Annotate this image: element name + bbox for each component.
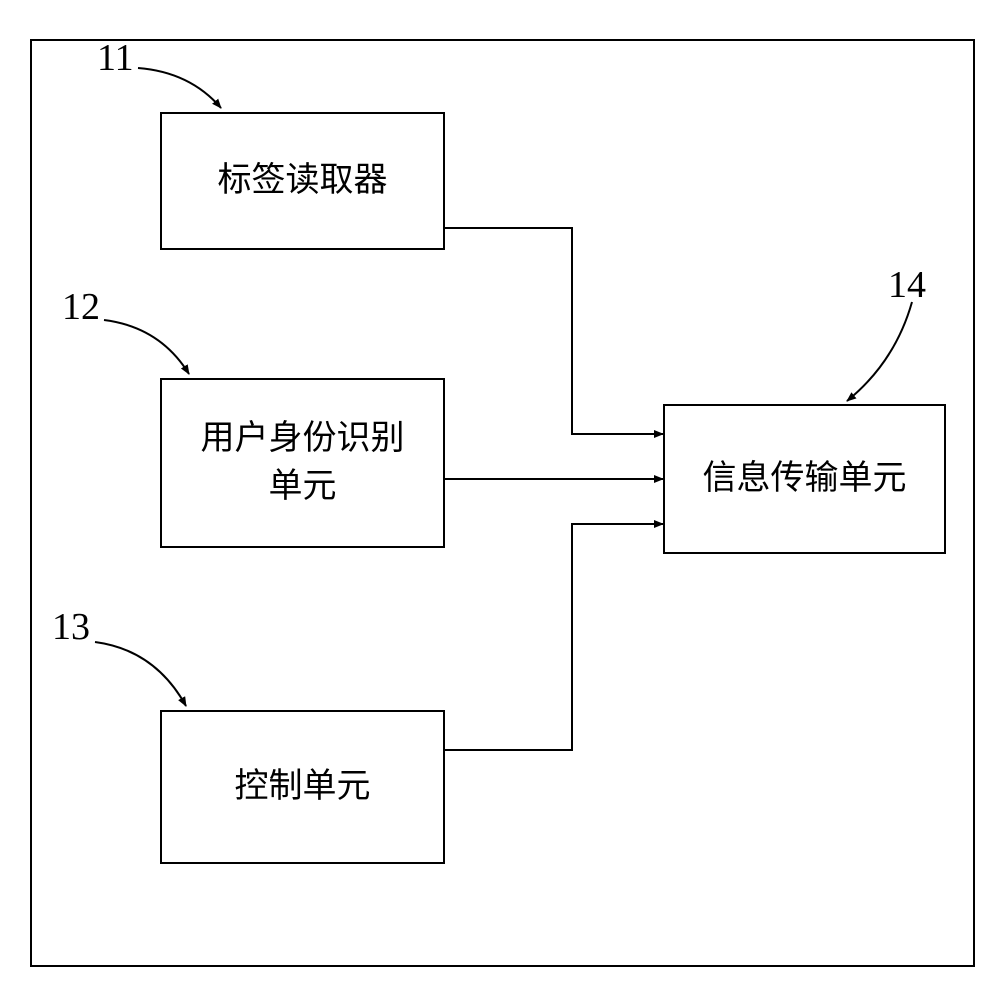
block-info-transfer-unit: 信息传输单元 [663, 404, 946, 554]
block-label: 标签读取器 [218, 157, 388, 205]
callout-13: 13 [52, 605, 90, 649]
callout-14: 14 [888, 263, 926, 307]
block-label: 用户身份识别 单元 [201, 415, 405, 510]
block-label: 控制单元 [235, 763, 371, 811]
block-control-unit: 控制单元 [160, 710, 445, 864]
callout-12: 12 [62, 285, 100, 329]
block-label: 信息传输单元 [703, 455, 907, 503]
callout-11: 11 [97, 36, 134, 80]
block-user-id-unit: 用户身份识别 单元 [160, 378, 445, 548]
block-tag-reader: 标签读取器 [160, 112, 445, 250]
